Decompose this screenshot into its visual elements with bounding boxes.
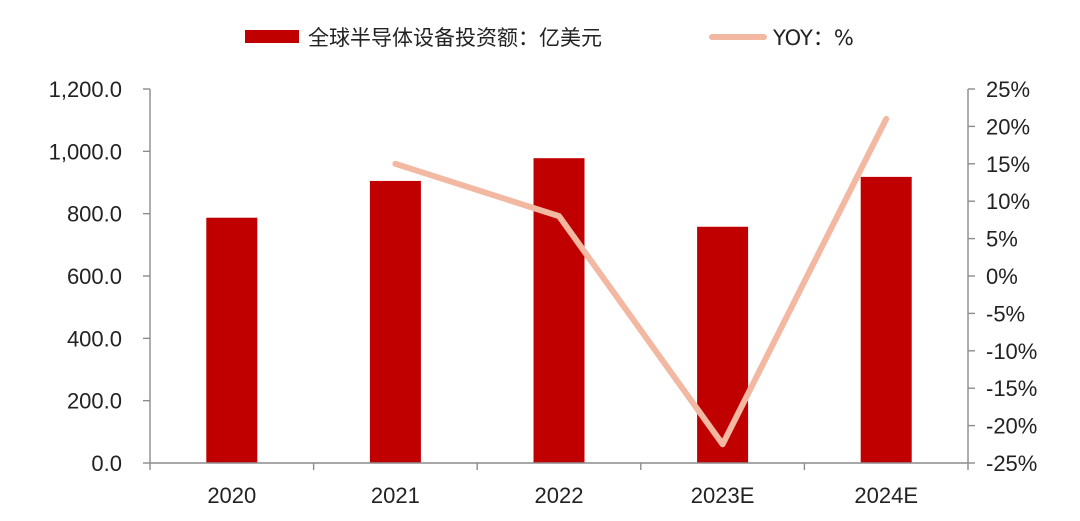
x-tick-label: 2024E (854, 483, 918, 508)
left-tick-label: 1,200.0 (49, 77, 122, 102)
left-y-axis: 0.0 200.0 400.0 600.0 800.0 1,000.0 1,200.0 (49, 77, 151, 476)
right-tick-label: 5% (986, 227, 1018, 252)
legend: 全球半导体设备投资额：亿美元 YOY：% (245, 26, 854, 50)
left-tick-label: 400.0 (67, 326, 122, 351)
right-y-axis: -25% -20% -15% -10% -5% 0% 5% 10% 15% 20% 25% (967, 77, 1037, 476)
left-tick-label: 200.0 (67, 389, 122, 414)
right-tick-label: -10% (986, 339, 1037, 364)
yoy-line (392, 115, 890, 448)
x-tick-label: 2023E (691, 483, 755, 508)
bar (533, 158, 585, 463)
x-axis: 2020 2021 2022 2023E 2024E (149, 462, 969, 508)
bar (697, 226, 749, 463)
right-tick-label: -5% (986, 301, 1025, 326)
bar (860, 176, 912, 463)
yoy-line-series (392, 115, 890, 448)
legend-swatch-bar (245, 30, 299, 43)
left-tick-label: 800.0 (67, 202, 122, 227)
legend-label-line: YOY：% (772, 26, 854, 50)
left-tick-label: 1,000.0 (49, 139, 122, 164)
right-tick-label: 10% (986, 189, 1030, 214)
right-tick-label: 0% (986, 264, 1018, 289)
right-tick-label: -25% (986, 451, 1037, 476)
x-tick-label: 2022 (535, 483, 584, 508)
right-tick-label: 15% (986, 152, 1030, 177)
right-tick-label: 20% (986, 114, 1030, 139)
bar (206, 217, 258, 463)
bar-series (206, 158, 912, 464)
right-tick-label: -20% (986, 414, 1037, 439)
x-tick-label: 2021 (371, 483, 420, 508)
bar (369, 180, 421, 464)
x-tick-label: 2020 (207, 483, 256, 508)
right-tick-label: 25% (986, 77, 1030, 102)
left-tick-label: 600.0 (67, 264, 122, 289)
right-tick-label: -15% (986, 376, 1037, 401)
left-tick-label: 0.0 (91, 451, 122, 476)
legend-label-bar: 全球半导体设备投资额：亿美元 (308, 26, 602, 50)
